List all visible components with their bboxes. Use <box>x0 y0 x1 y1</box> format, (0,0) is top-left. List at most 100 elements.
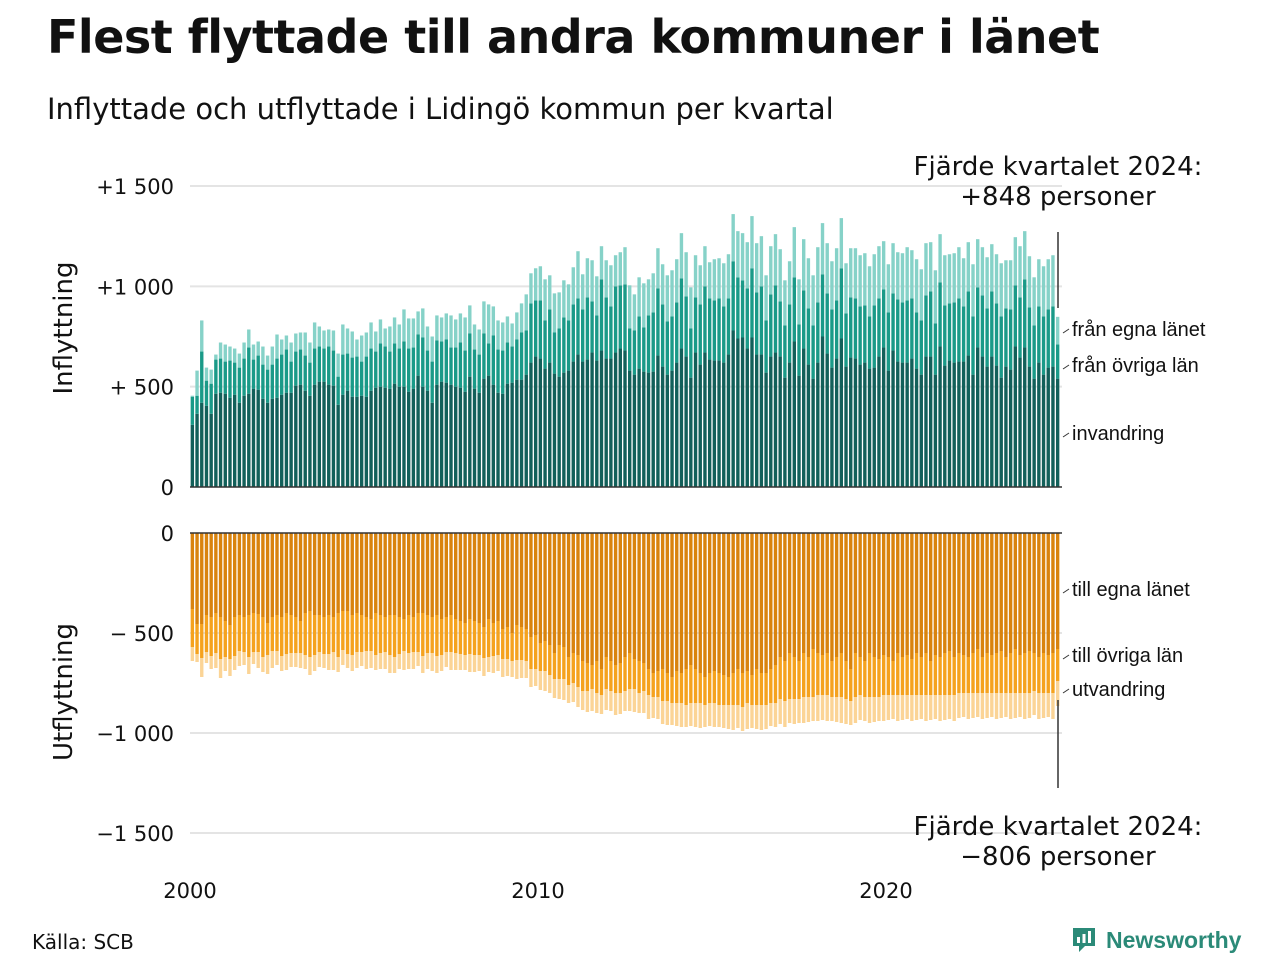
bar-in_other <box>435 340 439 385</box>
bar-in_abroad <box>1008 260 1013 310</box>
bar-out_abroad <box>806 697 811 722</box>
bar-in_other <box>383 346 387 388</box>
bar-out_other <box>707 673 712 703</box>
bar-in_abroad <box>341 324 345 355</box>
bar-out_own <box>863 533 867 661</box>
bar-in_abroad <box>195 370 199 396</box>
bar-in_own <box>280 394 284 487</box>
bar-out_own <box>999 533 1003 651</box>
bar-out_own <box>331 533 336 617</box>
bar-in_own <box>684 356 688 487</box>
bar-out_own <box>350 533 354 615</box>
bar-in_abroad <box>590 260 594 302</box>
bar-out_own <box>679 533 684 673</box>
bar-in_abroad <box>623 247 627 285</box>
bar-out_other <box>223 621 227 657</box>
bar-out_own <box>938 533 942 657</box>
bar-in_other <box>820 274 825 337</box>
bar-in_own <box>839 338 844 487</box>
bar-out_other <box>237 615 242 651</box>
bar-in_other <box>477 354 481 393</box>
bar-out_abroad <box>576 687 580 707</box>
bar-in_abroad <box>660 264 665 305</box>
bar-in_other <box>449 347 453 385</box>
bar-in_other <box>971 316 975 375</box>
bar-out_own <box>919 533 923 657</box>
bar-out_own <box>580 533 585 661</box>
bar-out_own <box>265 533 270 623</box>
bar-in_own <box>1008 369 1013 487</box>
bar-out_abroad <box>204 652 209 663</box>
bar-in_own <box>985 366 989 487</box>
bar-out_abroad <box>294 653 298 667</box>
bar-in_other <box>797 324 801 376</box>
bar-in_abroad <box>435 315 439 341</box>
bar-out_other <box>275 615 279 651</box>
bar-out_abroad <box>529 669 533 687</box>
bar-in_abroad <box>397 324 401 349</box>
bar-out_own <box>524 533 528 629</box>
bar-in_abroad <box>919 269 923 321</box>
bar-in_other <box>877 298 881 357</box>
bar-out_own <box>736 533 740 669</box>
bar-in_abroad <box>510 323 514 347</box>
bar-in_abroad <box>468 305 472 334</box>
bar-in_other <box>336 376 340 405</box>
bar-in_own <box>256 389 260 487</box>
bar-in_abroad <box>280 339 284 355</box>
bar-out_own <box>444 533 448 617</box>
bar-in_other <box>1055 344 1060 379</box>
bar-out_own <box>289 533 293 615</box>
bar-in_own <box>773 352 778 487</box>
bar-in_other <box>411 347 416 389</box>
bar-in_own <box>228 397 232 487</box>
bar-in_own <box>350 396 354 487</box>
bar-in_abroad <box>787 261 792 305</box>
bar-in_own <box>214 393 218 487</box>
bar-out_abroad <box>200 658 204 677</box>
bar-out_other <box>703 677 707 705</box>
bar-out_other <box>834 657 839 697</box>
bar-in_own <box>1032 378 1036 487</box>
bar-in_own <box>524 374 528 487</box>
bar-in_other <box>707 298 712 360</box>
bar-out_abroad <box>787 699 792 723</box>
bar-out_abroad <box>486 657 491 672</box>
bar-out_abroad <box>933 695 938 719</box>
bar-in_own <box>378 386 383 487</box>
bar-out_abroad <box>966 693 970 719</box>
bar-in_other <box>740 280 745 338</box>
bar-in_abroad <box>863 253 867 306</box>
bar-in_own <box>237 402 242 487</box>
bar-in_abroad <box>402 309 406 342</box>
bar-in_abroad <box>355 339 359 357</box>
bar-out_other <box>797 661 801 699</box>
bar-in_other <box>397 348 401 387</box>
bar-in_abroad <box>976 239 980 288</box>
bar-in_other <box>792 277 796 342</box>
bar-out_abroad <box>256 652 260 668</box>
bar-out_abroad <box>364 651 369 669</box>
bar-out_other <box>910 659 914 695</box>
bar-in_other <box>839 268 844 339</box>
bar-out_other <box>510 633 514 661</box>
bar-out_other <box>839 653 844 697</box>
bar-out_own <box>976 533 980 649</box>
bar-out_other <box>345 611 350 654</box>
bar-out_abroad <box>754 705 759 729</box>
bar-in_other <box>712 300 717 361</box>
brand-logo[interactable]: Newsworthy <box>1070 922 1241 958</box>
bar-out_abroad <box>1046 693 1050 717</box>
bar-out_own <box>961 533 966 655</box>
bar-out_own <box>1037 533 1041 657</box>
bar-in_other <box>562 317 566 373</box>
bar-out_own <box>740 533 745 673</box>
bar-in_other <box>552 332 557 374</box>
bar-in_abroad <box>745 242 749 289</box>
bar-out_abroad <box>947 695 952 719</box>
legend-out_other: till övriga län <box>1072 645 1183 667</box>
bar-in_own <box>787 362 792 487</box>
bar-in_other <box>646 315 651 373</box>
bar-in_own <box>792 341 796 487</box>
bar-in_own <box>1013 346 1018 487</box>
